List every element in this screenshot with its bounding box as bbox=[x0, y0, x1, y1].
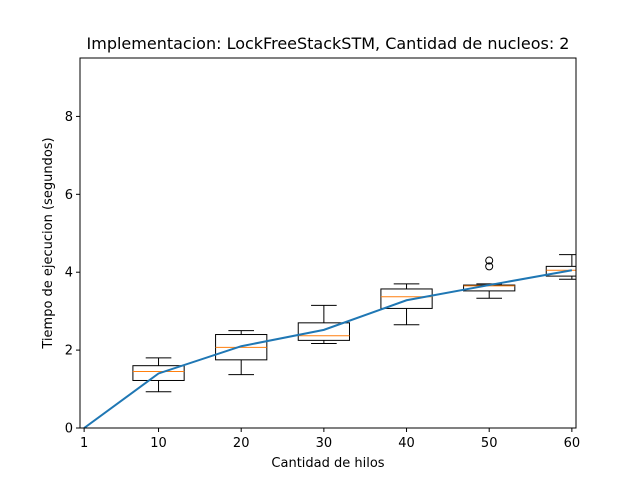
box-60 bbox=[545, 254, 576, 280]
mean-line bbox=[83, 269, 573, 428]
flier-point bbox=[485, 256, 494, 265]
x-tick-label: 40 bbox=[398, 436, 415, 451]
chart-title: Implementacion: LockFreeStackSTM, Cantid… bbox=[87, 34, 570, 53]
x-axis-label: Cantidad de hilos bbox=[271, 456, 384, 471]
y-axis: 0 2 4 6 8 bbox=[65, 110, 80, 437]
box-20 bbox=[215, 330, 268, 376]
axes-frame bbox=[79, 57, 577, 429]
y-tick-label: 0 bbox=[65, 422, 73, 437]
y-tick-label: 4 bbox=[65, 266, 73, 281]
box-30 bbox=[297, 304, 350, 344]
x-tick-label: 30 bbox=[316, 436, 333, 451]
y-tick-label: 6 bbox=[65, 188, 73, 203]
plot-area bbox=[80, 254, 576, 428]
box-body bbox=[380, 288, 433, 309]
y-tick-label: 8 bbox=[65, 110, 73, 125]
x-tick-label: 1 bbox=[80, 436, 88, 451]
y-axis-label: Tiempo de ejecucion (segundos) bbox=[41, 137, 56, 349]
x-tick-label: 50 bbox=[481, 436, 498, 451]
x-tick-label: 60 bbox=[564, 436, 581, 451]
box-10 bbox=[132, 357, 185, 393]
x-tick-label: 20 bbox=[233, 436, 250, 451]
x-axis: 1 10 20 30 40 50 60 bbox=[80, 428, 580, 451]
box-body bbox=[545, 265, 576, 277]
box-body bbox=[297, 322, 350, 341]
flier-point bbox=[485, 262, 494, 271]
box-body bbox=[132, 365, 185, 381]
y-tick-label: 2 bbox=[65, 344, 73, 359]
x-tick-label: 10 bbox=[150, 436, 167, 451]
